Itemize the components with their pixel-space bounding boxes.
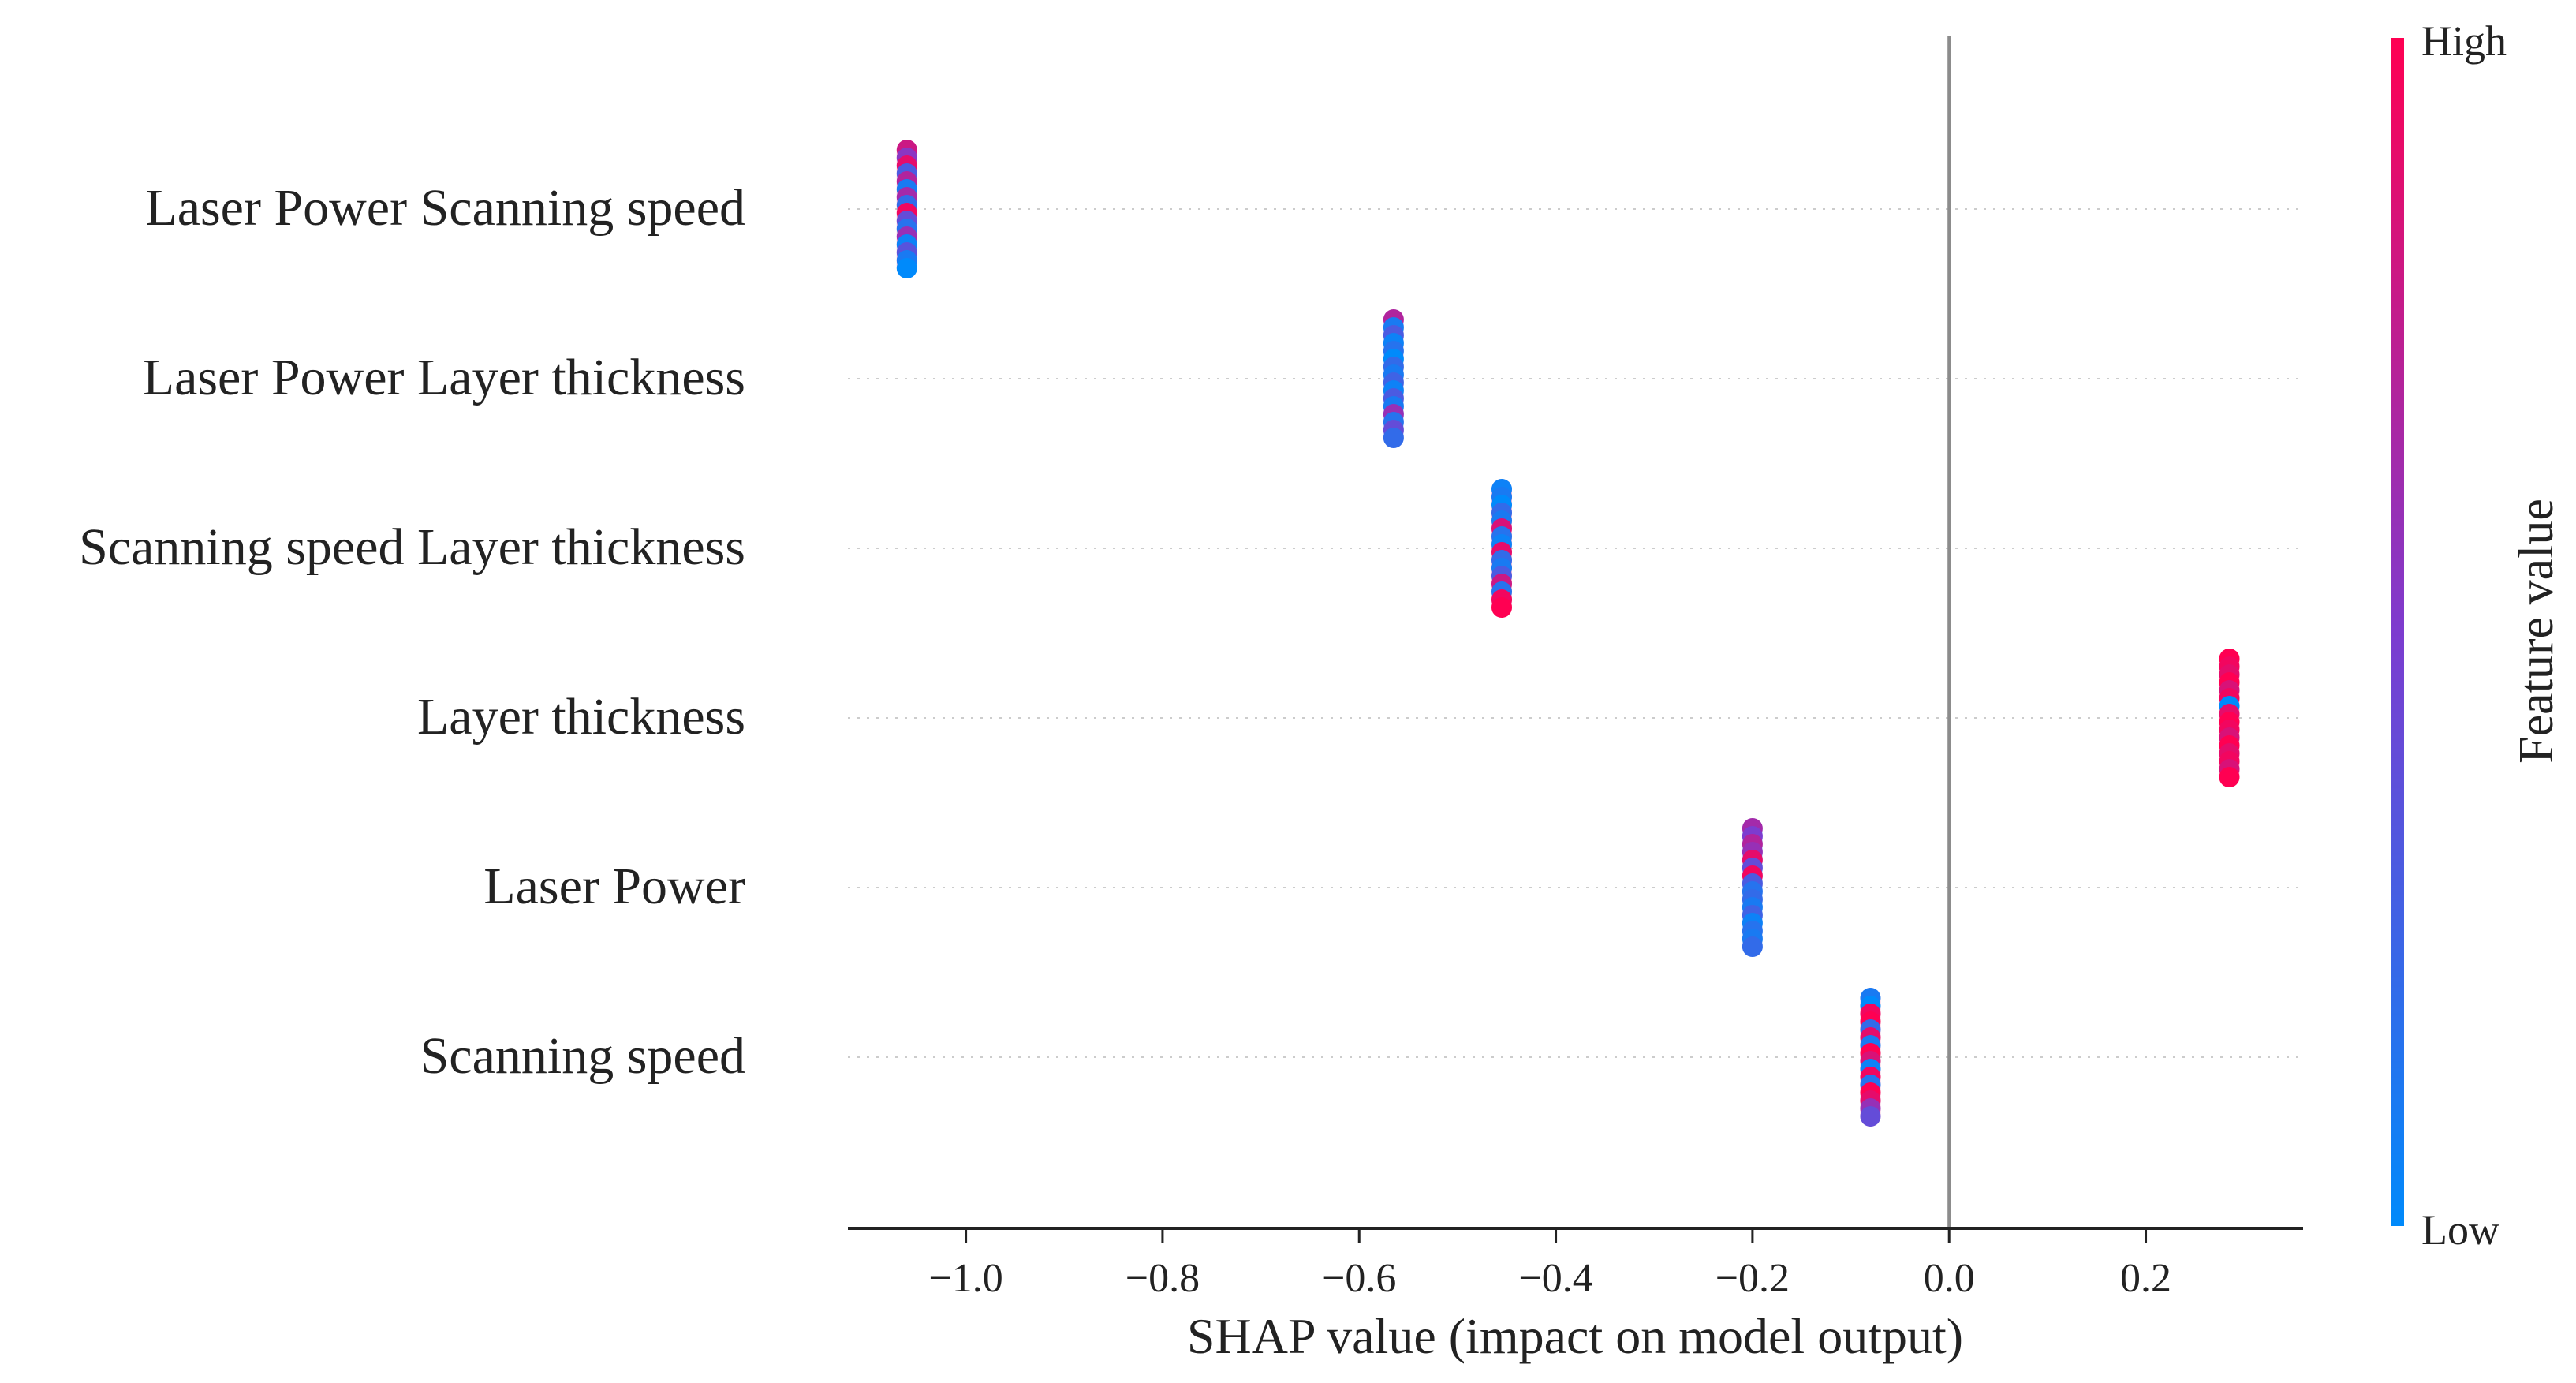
feature-label: Laser Power Layer thickness (143, 349, 745, 406)
colorbar-high-label: High (2421, 17, 2507, 65)
feature-labels: Laser Power Scanning speed Laser Power La… (79, 179, 745, 1085)
x-tick-label: −0.2 (1715, 1256, 1790, 1301)
data-point (1491, 597, 1513, 618)
x-axis-ticks: −1.0 −0.8 −0.6 −0.4 −0.2 0.0 0.2 (928, 1228, 2171, 1301)
data-points (896, 140, 2240, 1127)
data-point (1742, 936, 1763, 957)
x-tick-label: −0.6 (1322, 1256, 1396, 1301)
colorbar: High Low Feature value (2391, 17, 2563, 1254)
data-point (1860, 1106, 1881, 1127)
feature-label: Layer thickness (417, 688, 745, 746)
colorbar-low-label: Low (2421, 1206, 2499, 1254)
data-point (1383, 428, 1404, 448)
data-point (2219, 767, 2240, 787)
colorbar-gradient (2391, 38, 2404, 1226)
x-tick-label: −0.8 (1126, 1256, 1200, 1301)
x-tick-label: 0.2 (2120, 1256, 2171, 1301)
feature-label: Laser Power Scanning speed (145, 179, 745, 237)
feature-label: Scanning speed (420, 1027, 745, 1085)
colorbar-title: Feature value (2510, 499, 2563, 764)
grid-lines (848, 208, 2303, 1058)
data-point (896, 258, 917, 278)
x-tick-label: −1.0 (928, 1256, 1002, 1301)
x-axis-title: SHAP value (impact on model output) (1187, 1308, 1963, 1364)
feature-label: Scanning speed Layer thickness (79, 518, 745, 576)
x-tick-label: −0.4 (1518, 1256, 1592, 1301)
x-tick-label: 0.0 (1924, 1256, 1975, 1301)
feature-label: Laser Power (483, 858, 745, 915)
